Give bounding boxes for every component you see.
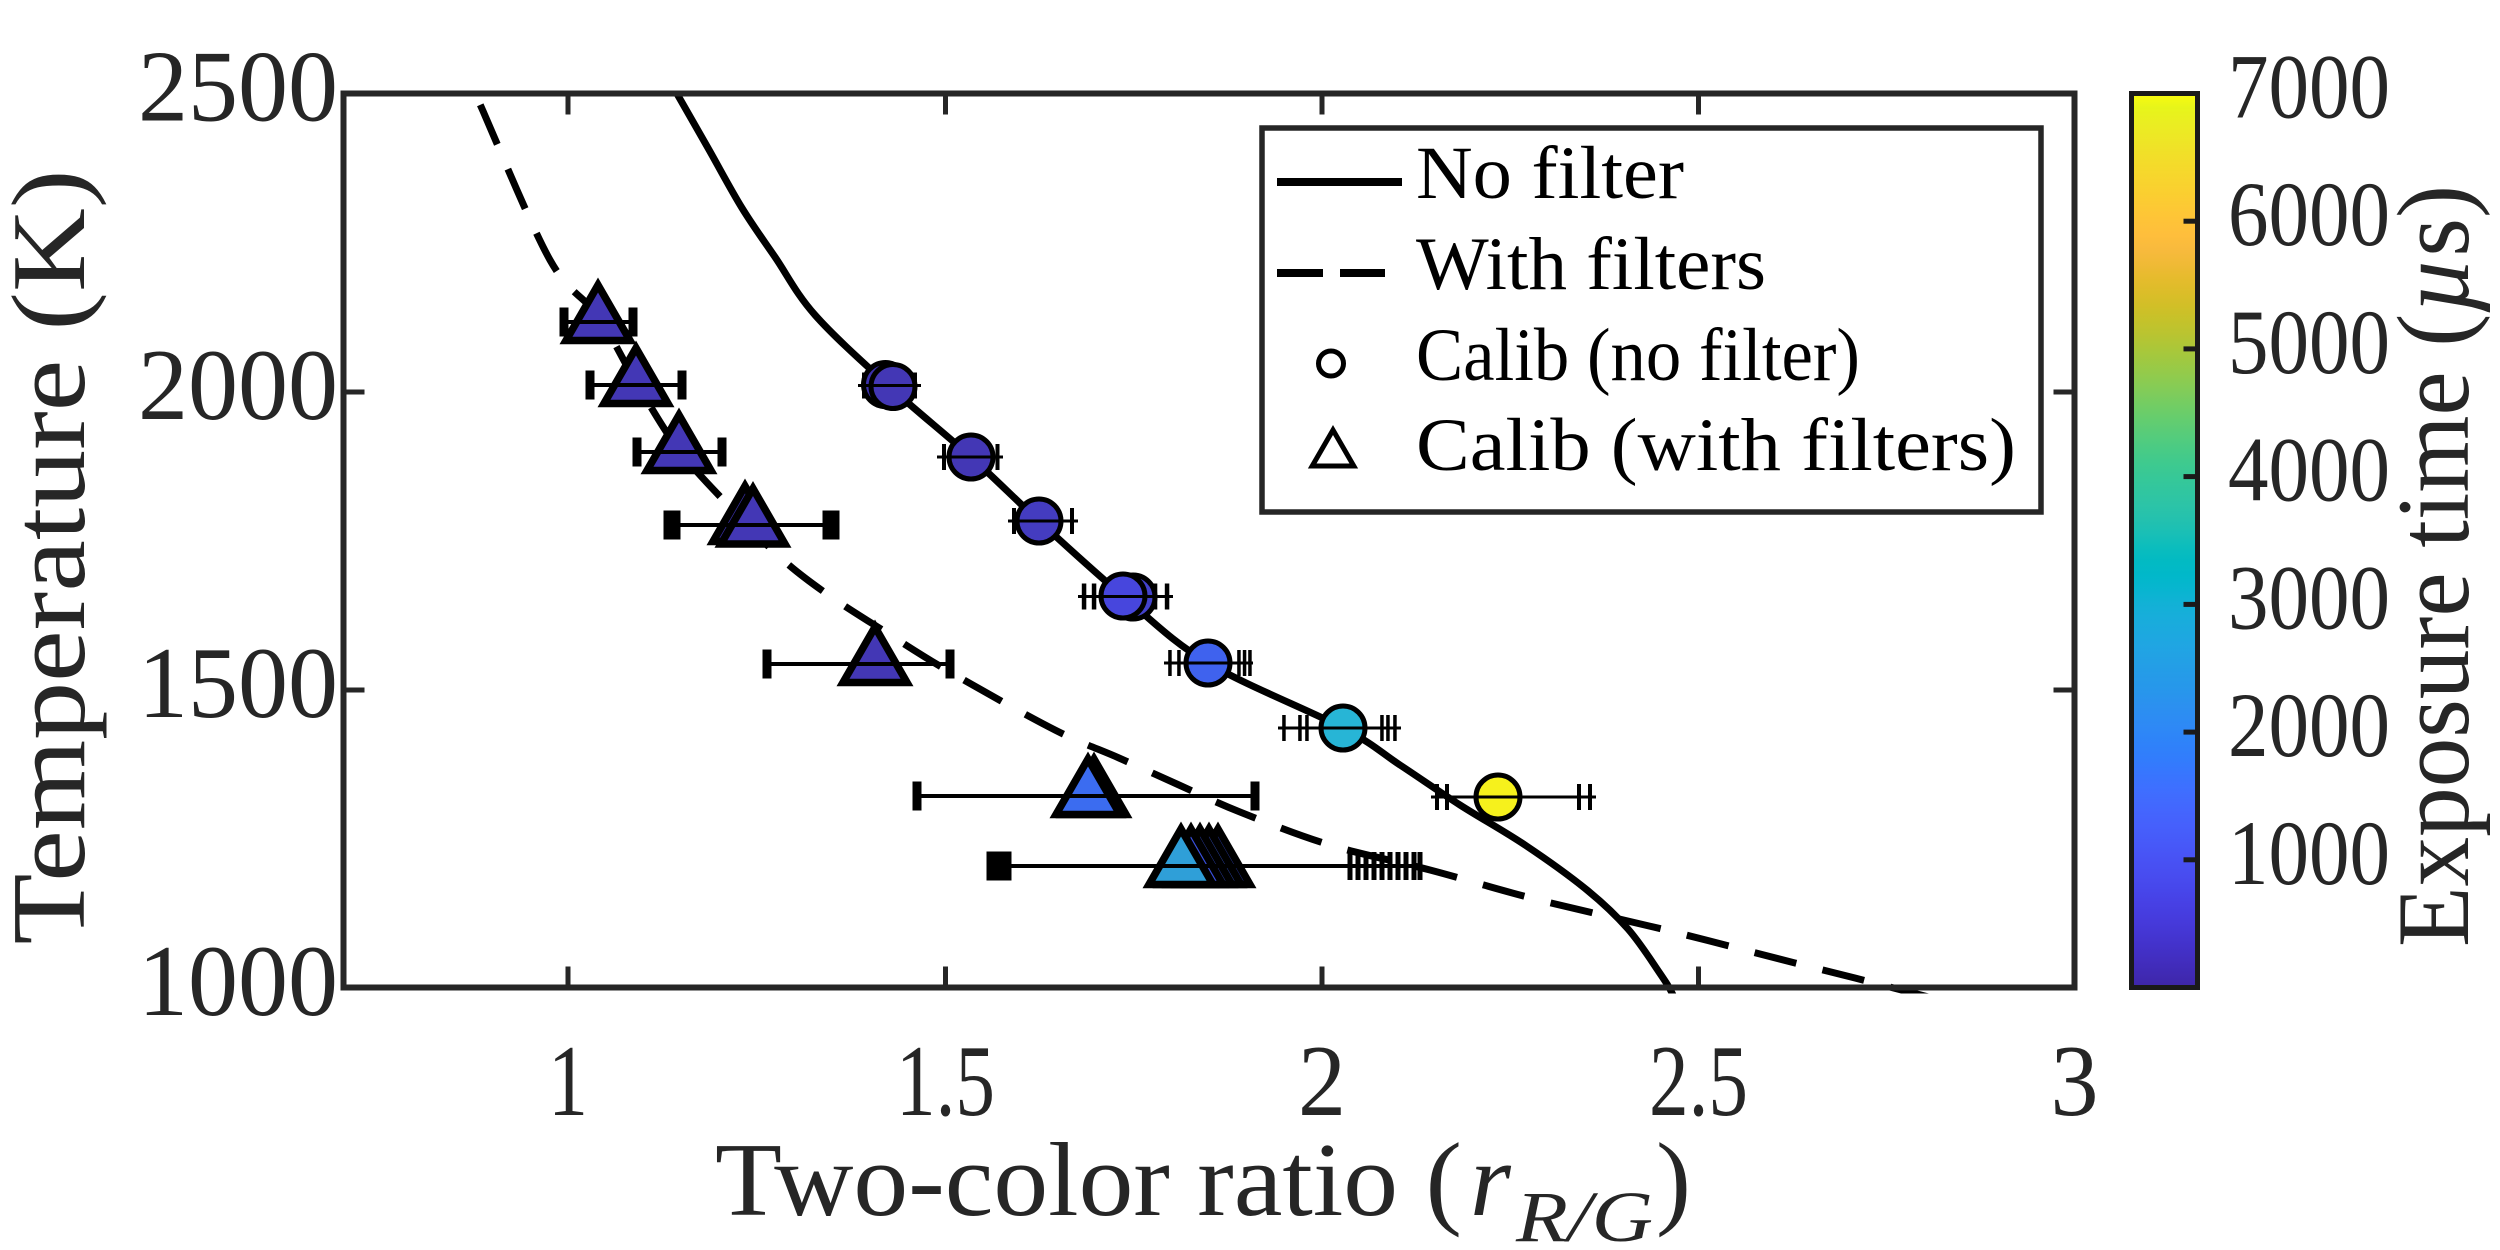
svg-text:6000: 6000 [2228,163,2390,265]
svg-text:With filters: With filters [1416,223,1766,306]
svg-text:7000: 7000 [2228,36,2390,138]
svg-text:4000: 4000 [2228,419,2390,521]
svg-text:R/G: R/G [1515,1177,1653,1250]
svg-text:1000: 1000 [2228,802,2390,904]
svg-text:2000: 2000 [138,329,338,442]
svg-text:): ) [1656,1121,1691,1238]
svg-text:1000: 1000 [138,925,338,1038]
svg-text:2500: 2500 [138,31,338,144]
svg-text:r: r [1470,1121,1512,1238]
svg-text:3000: 3000 [2228,546,2390,648]
svg-text:Two-color ratio (: Two-color ratio ( [715,1121,1462,1238]
svg-text:1: 1 [548,1025,588,1138]
svg-text:Temperature (K): Temperature (K) [0,170,107,945]
svg-text:1500: 1500 [138,627,338,740]
svg-text:2.5: 2.5 [1649,1025,1748,1138]
svg-text:5000: 5000 [2228,291,2390,393]
svg-text:1.5: 1.5 [896,1025,995,1138]
svg-text:2000: 2000 [2228,674,2390,776]
svg-text:Exposure time (µs): Exposure time (µs) [2377,185,2491,947]
svg-text:3: 3 [2051,1025,2099,1138]
svg-text:Calib (no filter): Calib (no filter) [1416,314,1860,397]
svg-text:Calib (with filters): Calib (with filters) [1416,404,2016,487]
svg-text:No filter: No filter [1416,132,1684,215]
svg-text:2: 2 [1298,1025,1346,1138]
